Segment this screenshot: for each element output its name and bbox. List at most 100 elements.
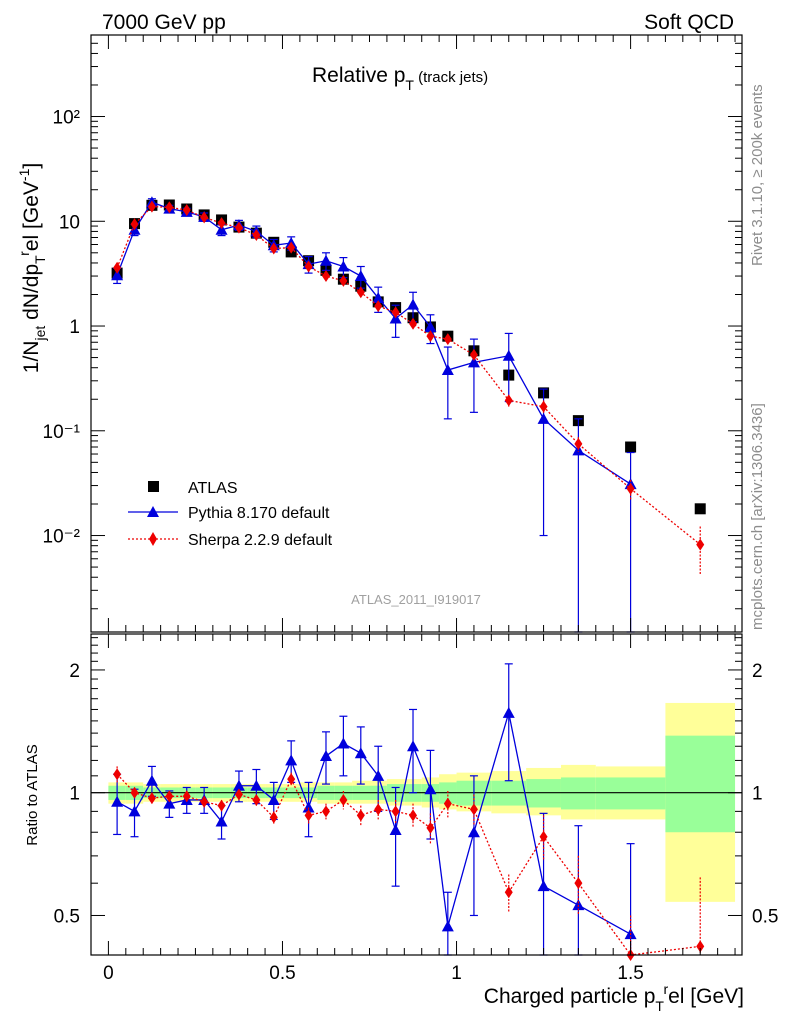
x-tick-label: 1.5 [617,963,643,984]
main-y-tick-label: 10² [53,108,80,129]
pythia-point [389,824,402,836]
sherpa-point [696,940,705,953]
pythia-point [424,320,437,332]
main-y-tick-label: 10 [59,212,80,233]
sherpa-point [217,799,226,812]
sherpa-point [234,221,243,234]
pythia-point [441,364,454,376]
sherpa-point [356,286,365,299]
sherpa-point [504,886,513,899]
pythia-point [111,795,124,807]
x-tick-label: 0 [103,963,114,984]
analysis-id: ATLAS_2011_I919017 [351,592,481,607]
sherpa-point [287,241,296,254]
legend-sherpa-label: Sherpa 2.2.9 default [188,532,333,549]
sherpa-point [696,538,705,551]
sherpa-point [200,795,209,808]
legend-pythia-marker [147,506,159,517]
pythia-point [354,270,367,282]
band-inner-bin [595,777,666,810]
atlas-point [694,503,706,515]
plot-title: Relative pT (track jets) [312,64,488,93]
sherpa-point [539,830,548,843]
x-tick-label: 1 [451,963,462,984]
pythia-point [467,826,480,838]
pythia-point [163,797,176,809]
pythia-point [354,747,367,759]
sherpa-point [182,790,191,803]
sherpa-point [539,400,548,413]
sherpa-point [426,821,435,834]
pythia-point [145,774,158,786]
pythia-point [337,260,350,272]
pythia-point [215,223,228,235]
rivet-version-label: Rivet 3.1.10, ≥ 200k events [749,84,766,266]
pythia-point [319,750,332,762]
legend: ATLAS Pythia 8.170 default Sherpa 2.2.9 … [128,480,333,549]
sherpa-point [165,201,174,214]
sherpa-point [391,306,400,319]
sherpa-point [409,317,418,330]
source-label: mcplots.cern.ch [arXiv:1306.3436] [749,403,766,630]
pythia-point [502,706,515,718]
sherpa-point [147,792,156,805]
sherpa-point [113,261,122,274]
sherpa-point [304,809,313,822]
sherpa-point [339,274,348,287]
axes: 0 0.5 1 1.5 10⁻² 10⁻¹ 1 10 10² 0.5 0.5 1 1 2 2 [43,34,778,984]
pythia-point [302,801,315,813]
sherpa-point [409,809,418,822]
pythia-point [424,783,437,795]
sherpa-point [252,793,261,806]
pythia-point [572,444,585,456]
sherpa-point [356,809,365,822]
sherpa-point [182,204,191,217]
sherpa-point [165,790,174,803]
ratio-y-tick-label-left: 0.5 [54,906,80,927]
sherpa-series [113,200,705,576]
main-frame [90,34,743,633]
sherpa-point [252,228,261,241]
pythia-point [407,740,420,752]
pythia-point [285,754,298,766]
legend-pythia-label: Pythia 8.170 default [188,505,330,522]
pythia-point [537,880,550,892]
pythia-point [572,899,585,911]
sherpa-point [217,217,226,230]
ratio-y-tick-label-right: 0.5 [752,906,778,927]
sherpa-point [234,788,243,801]
ratio-y-axis-label: Ratio to ATLAS [24,744,41,845]
sherpa-series [113,766,705,961]
sherpa-point [130,786,139,799]
sherpa-point [504,394,513,407]
pythia-point [111,269,124,281]
sherpa-point [113,768,122,781]
sherpa-point [287,773,296,786]
sherpa-point [269,242,278,255]
main-y-tick-label: 1 [69,317,80,338]
main-y-tick-label: 10⁻¹ [43,422,81,443]
pythia-point [441,920,454,932]
legend-atlas-label: ATLAS [188,480,238,497]
pythia-point [267,793,280,805]
main-plot [111,196,706,633]
sherpa-point [574,877,583,890]
sherpa-point [574,437,583,450]
sherpa-point [321,270,330,283]
band-inner-bin [560,777,596,810]
main-y-axis-label: 1/Njet dN/dpTrel [GeV-1] [16,163,48,373]
atlas-point [625,441,637,453]
sherpa-point [304,260,313,273]
sherpa-point [426,330,435,343]
x-axis-label: Charged particle pTrel [GeV] [484,981,744,1014]
legend-atlas-marker [148,481,159,492]
sherpa-point [147,200,156,213]
ratio-y-tick-label-right: 2 [752,661,763,682]
pythia-point [232,779,245,791]
sherpa-point [374,803,383,816]
sherpa-point [339,793,348,806]
legend-sherpa-marker [149,532,157,546]
sherpa-point [374,300,383,313]
pythia-point [372,292,385,304]
ratio-plot [111,663,705,961]
